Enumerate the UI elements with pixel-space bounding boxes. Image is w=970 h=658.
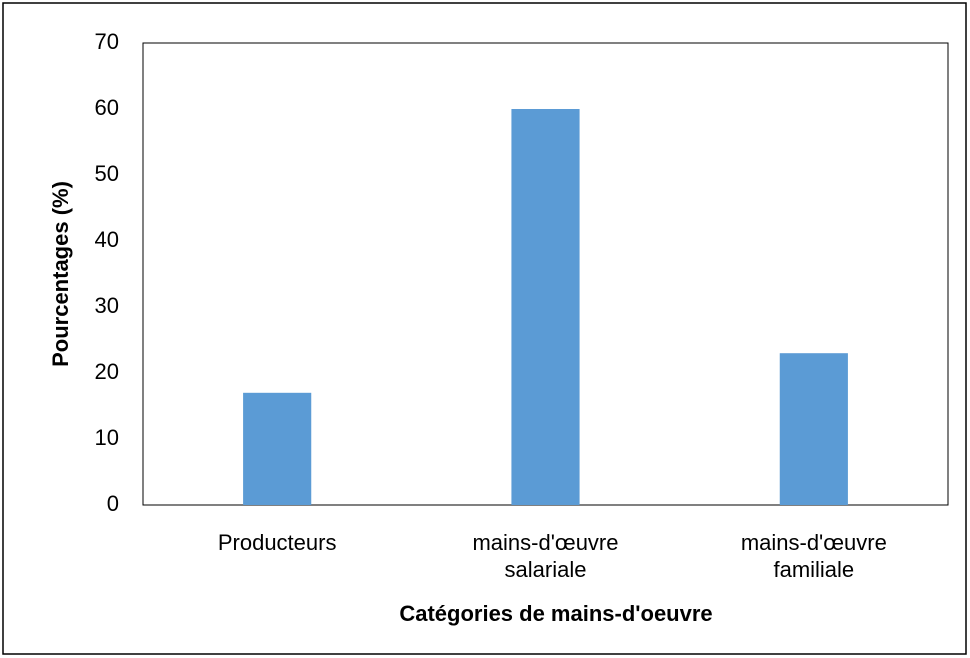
y-axis-title: Pourcentages (%) — [48, 181, 73, 367]
y-tick-label: 30 — [95, 293, 119, 318]
y-tick-label: 60 — [95, 95, 119, 120]
x-axis-title: Catégories de mains-d'oeuvre — [399, 601, 712, 626]
bar — [511, 109, 580, 505]
y-tick-label: 0 — [107, 491, 119, 516]
bar — [243, 392, 312, 505]
y-tick-label: 20 — [95, 359, 119, 384]
y-tick-label: 50 — [95, 161, 119, 186]
y-tick-label: 40 — [95, 227, 119, 252]
bar — [779, 353, 848, 505]
y-tick-label: 10 — [95, 425, 119, 450]
x-tick-label: mains-d'œuvre salariale — [472, 530, 619, 582]
x-tick-label: mains-d'œuvre familiale — [740, 530, 887, 582]
x-tick-label: Producteurs — [217, 530, 337, 555]
y-tick-label: 70 — [95, 29, 119, 54]
